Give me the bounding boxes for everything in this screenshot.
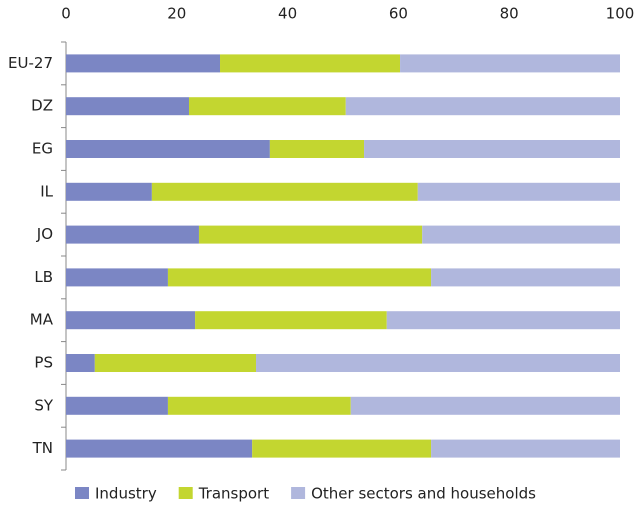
y-tick-label: PS	[34, 354, 53, 372]
bar-segment	[422, 225, 620, 244]
bar-segment	[66, 225, 199, 244]
bar-segment	[66, 97, 189, 116]
y-tick-label: JO	[36, 225, 53, 243]
bar-segment	[417, 182, 620, 201]
y-tick-label: IL	[40, 182, 53, 200]
bar-segment	[345, 97, 620, 116]
legend-label: Transport	[198, 485, 270, 503]
x-tick-label: 40	[278, 5, 297, 23]
bar-segment	[94, 354, 257, 372]
bar-segment	[66, 268, 168, 287]
bar-segment	[151, 182, 418, 201]
y-tick-label: LB	[34, 268, 53, 286]
bar-segment	[252, 439, 432, 458]
x-tick-label: 100	[606, 5, 635, 23]
bar-segment	[269, 140, 365, 158]
bar-segment	[188, 97, 346, 116]
y-tick-label: EG	[32, 140, 53, 158]
y-tick-label: SY	[34, 396, 54, 414]
x-tick-label: 20	[167, 5, 186, 23]
bar-segment	[195, 311, 387, 330]
legend-label: Industry	[95, 485, 157, 503]
y-tick-label: EU-27	[8, 54, 53, 72]
legend-swatch	[178, 487, 193, 499]
bar-segment	[66, 311, 196, 330]
bar-segment	[66, 354, 95, 372]
x-tick-label: 60	[389, 5, 408, 23]
bar-segment	[220, 54, 401, 73]
x-tick-label: 0	[61, 5, 71, 23]
bar-segment	[198, 225, 423, 244]
bar-segment	[66, 396, 168, 415]
bar-segment	[66, 140, 270, 158]
bar-segment	[66, 182, 152, 201]
bar-segment	[350, 396, 620, 415]
y-tick-label: TN	[32, 439, 53, 457]
legend-label: Other sectors and households	[311, 485, 536, 503]
bar-segment	[400, 54, 620, 73]
x-tick-label: 80	[500, 5, 519, 23]
bar-segment	[364, 140, 620, 158]
bar-segment	[256, 354, 620, 372]
legend-swatch	[291, 487, 306, 499]
bar-segment	[66, 439, 253, 458]
legend-swatch	[75, 487, 89, 499]
y-tick-label: DZ	[31, 97, 53, 115]
y-tick-label: MA	[30, 311, 54, 329]
bar-segment	[386, 311, 620, 330]
bar-segment	[431, 268, 620, 287]
bar-segment	[431, 439, 620, 458]
bar-segment	[66, 54, 221, 73]
bar-segment	[167, 396, 351, 415]
bar-segment	[167, 268, 432, 287]
